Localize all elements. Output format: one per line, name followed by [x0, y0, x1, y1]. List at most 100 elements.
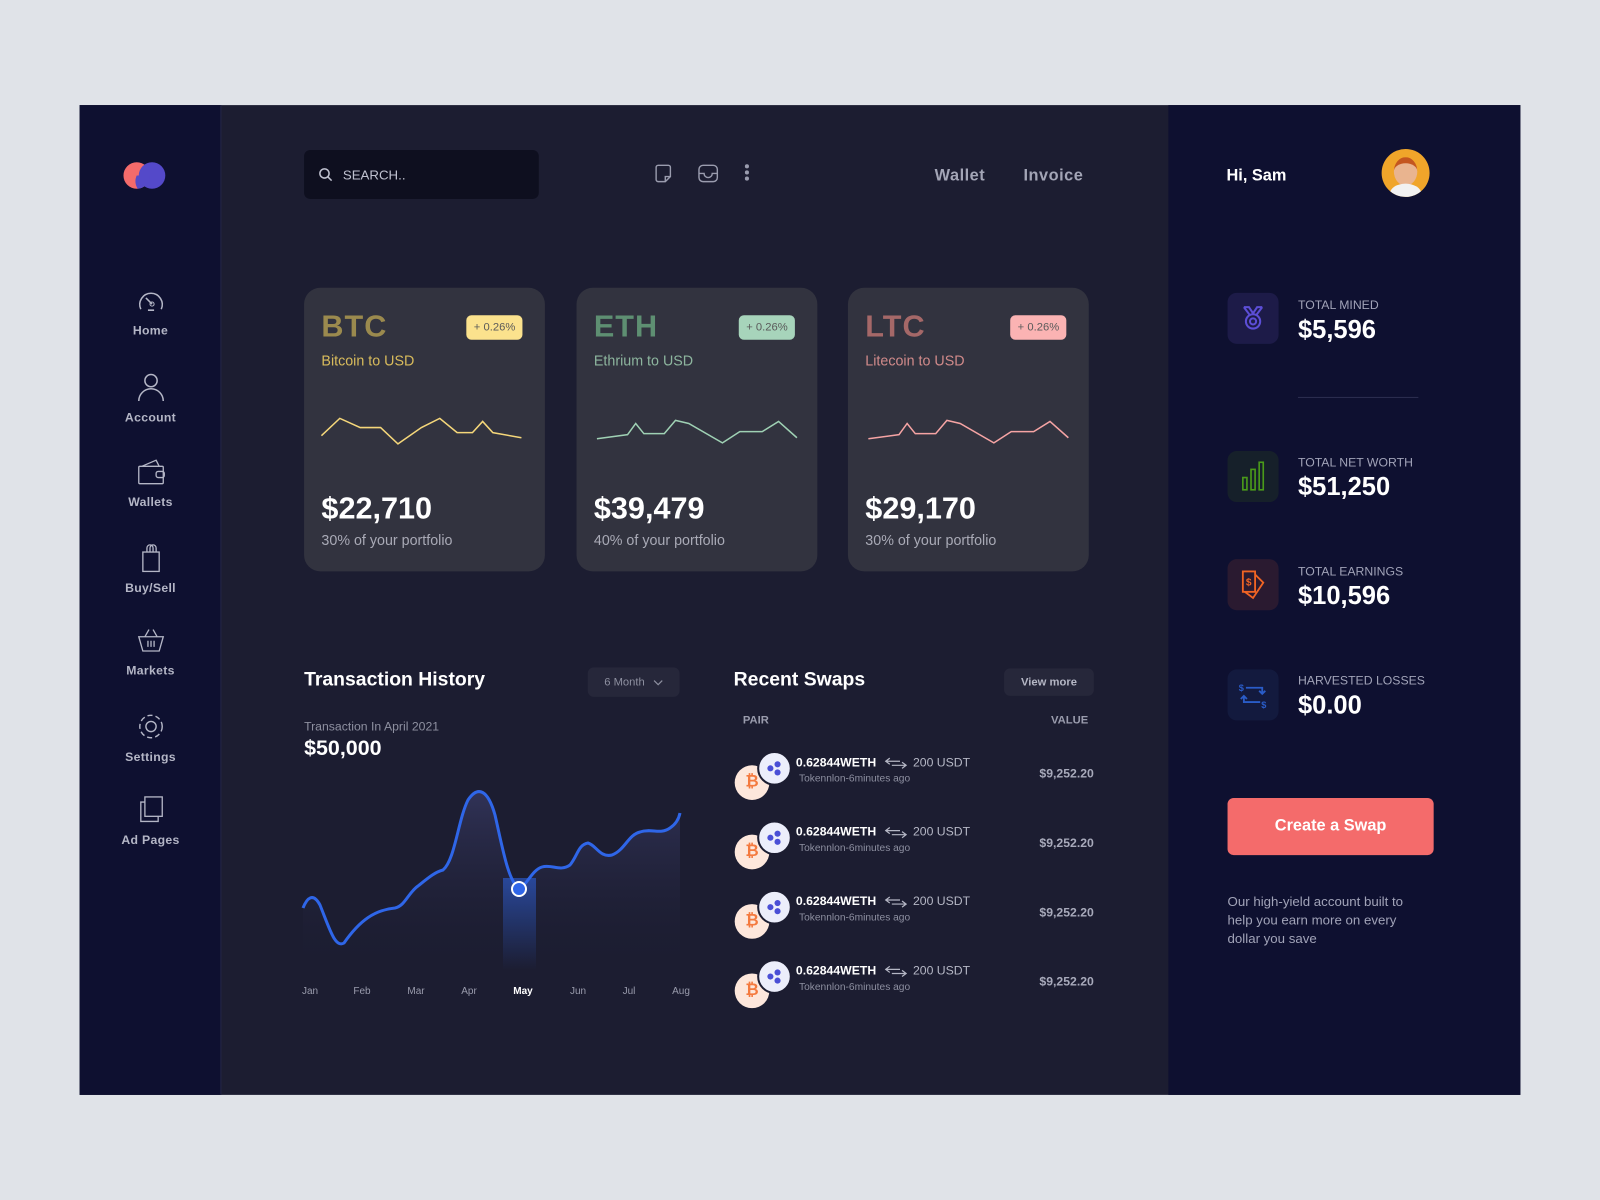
- sidebar-item-account[interactable]: Account: [80, 371, 222, 424]
- swap-pair: 0.62844WETH 200 USDT: [796, 755, 970, 769]
- money-icon: $: [1241, 570, 1265, 600]
- token-icon: [757, 751, 792, 786]
- chevron-down-icon: [653, 679, 663, 686]
- swap-value: $9,252.20: [1039, 766, 1094, 781]
- sidebar-item-label: Markets: [126, 663, 175, 678]
- svg-text:$: $: [1246, 578, 1252, 589]
- swap-to: 200 USDT: [912, 824, 971, 839]
- wallet-link[interactable]: Wallet: [934, 167, 986, 185]
- card-price: $29,170: [865, 491, 976, 526]
- month-label: Feb: [353, 986, 371, 997]
- search-placeholder: SEARCH..: [342, 166, 406, 183]
- stat-label: TOTAL EARNINGS: [1297, 564, 1404, 579]
- swap-value: $9,252.20: [1039, 835, 1094, 850]
- card-symbol: LTC: [865, 310, 926, 344]
- user-icon: [137, 373, 164, 402]
- card-pair: Bitcoin to USD: [321, 352, 415, 369]
- swap-to: 200 USDT: [912, 893, 971, 909]
- sidebar-item-home[interactable]: Home: [80, 287, 222, 338]
- swap-arrows-icon: [884, 757, 907, 769]
- stat-label: TOTAL NET WORTH: [1297, 455, 1413, 470]
- search-icon: [319, 168, 333, 182]
- svg-text:$: $: [1261, 700, 1266, 709]
- swap-value: $9,252.20: [1039, 905, 1094, 920]
- search-input[interactable]: SEARCH..: [304, 149, 539, 199]
- token-icon: [757, 889, 792, 925]
- crypto-card-eth[interactable]: ETH Ethrium to USD + 0.26% $39,479 40% o…: [576, 287, 818, 572]
- sparkline: [868, 419, 1069, 444]
- inbox-icon[interactable]: [698, 164, 719, 183]
- crypto-card-ltc[interactable]: LTC Litecoin to USD + 0.26% $29,170 30% …: [847, 287, 1089, 572]
- sidebar-item-label: Ad Pages: [121, 832, 180, 847]
- swap-arrows-icon: [884, 965, 907, 977]
- col-value: VALUE: [1051, 714, 1089, 727]
- period-dropdown[interactable]: 6 Month: [587, 667, 680, 697]
- invoice-link[interactable]: Invoice: [1023, 167, 1084, 185]
- change-badge: + 0.26%: [739, 315, 795, 340]
- card-portfolio: 30% of your portfolio: [321, 531, 453, 548]
- exchange-icon-box: $ $: [1227, 669, 1279, 721]
- sidebar-item-buy-sell[interactable]: Buy/Sell: [80, 544, 222, 595]
- sidebar-item-label: Buy/Sell: [125, 580, 176, 595]
- svg-text:$: $: [1239, 683, 1244, 693]
- swap-row[interactable]: ₿ 0.62844WETH 200 USDT Tokennlon-6minutes…: [734, 959, 1094, 1020]
- sidebar-item-label: Account: [124, 410, 177, 425]
- money-icon-box: $: [1227, 559, 1279, 611]
- swap-row[interactable]: ₿ 0.62844WETH 200 USDT Tokennlon-6minutes…: [734, 751, 1094, 812]
- swap-pair: 0.62844WETH 200 USDT: [796, 963, 970, 977]
- change-badge: + 0.26%: [1010, 315, 1067, 340]
- swap-arrows-icon: [884, 896, 907, 908]
- view-more-button[interactable]: View more: [1004, 668, 1094, 696]
- crypto-card-btc[interactable]: BTC Bitcoin to USD + 0.26% $22,710 30% o…: [304, 287, 545, 572]
- card-pair: Litecoin to USD: [865, 352, 965, 369]
- token-icon: [757, 959, 792, 994]
- two-circles-logo[interactable]: [123, 161, 166, 190]
- swap-to: 200 USDT: [912, 755, 971, 770]
- stat-value: $51,250: [1297, 472, 1391, 502]
- stat-value: $0.00: [1297, 690, 1362, 720]
- sidebar-item-label: Settings: [125, 749, 176, 765]
- card-pair: Ethrium to USD: [593, 352, 694, 369]
- swap-meta: Tokennlon-6minutes ago: [798, 773, 911, 785]
- right-panel: [1168, 105, 1521, 1095]
- gear-icon: [138, 714, 163, 739]
- swap-row[interactable]: ₿ 0.62844WETH 200 USDT Tokennlon-6minutes…: [734, 820, 1094, 881]
- month-label: Jun: [569, 986, 587, 997]
- stat-value: $10,596: [1297, 581, 1391, 611]
- month-label: Jul: [622, 986, 636, 997]
- card-portfolio: 40% of your portfolio: [593, 531, 725, 548]
- stat-label: HARVESTED LOSSES: [1297, 673, 1425, 688]
- wallet-icon: [137, 459, 165, 485]
- greeting: Hi, Sam: [1226, 167, 1287, 185]
- card-symbol: BTC: [321, 310, 388, 344]
- basket-icon: [137, 629, 164, 652]
- transaction-caption: Transaction In April 2021: [304, 719, 440, 734]
- swap-meta: Tokennlon-6minutes ago: [798, 912, 911, 924]
- more-vertical-icon[interactable]: [744, 163, 750, 181]
- stat-label: TOTAL MINED: [1297, 297, 1379, 313]
- sidebar-item-label: Home: [132, 323, 169, 338]
- swap-value: $9,252.20: [1039, 974, 1094, 989]
- transaction-amount: $50,000: [304, 736, 382, 761]
- cta-description: Our high-yield account built to help you…: [1227, 893, 1404, 946]
- sparkline: [596, 419, 798, 444]
- token-icon: [757, 820, 792, 856]
- swap-row[interactable]: ₿ 0.62844WETH 200 USDT Tokennlon-6minutes…: [734, 889, 1094, 951]
- bar-chart-icon: [1242, 461, 1265, 491]
- swap-from: 0.62844WETH: [795, 824, 877, 839]
- month-label: May: [513, 986, 533, 997]
- swap-to: 200 USDT: [912, 963, 971, 978]
- col-pair: PAIR: [742, 714, 769, 727]
- avatar[interactable]: [1381, 148, 1430, 197]
- sidebar-item-ad-pages[interactable]: Ad Pages: [80, 794, 222, 847]
- create-swap-button[interactable]: Create a Swap: [1227, 797, 1434, 856]
- sidebar-item-settings[interactable]: Settings: [80, 711, 222, 764]
- month-label: Mar: [407, 986, 425, 997]
- swap-meta: Tokennlon-6minutes ago: [798, 842, 911, 855]
- month-label: Apr: [461, 986, 477, 997]
- speedometer-icon: [138, 292, 163, 311]
- sidebar-item-markets[interactable]: Markets: [80, 627, 222, 678]
- note-icon[interactable]: [655, 164, 672, 183]
- sidebar-item-wallets[interactable]: Wallets: [80, 458, 222, 509]
- card-price: $22,710: [321, 491, 433, 526]
